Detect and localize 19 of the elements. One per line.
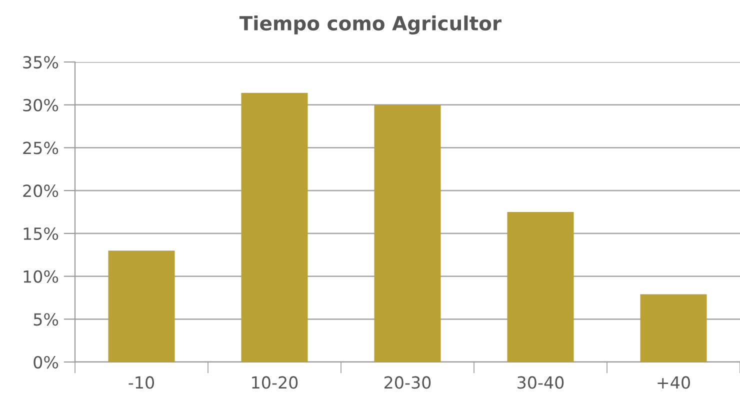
y-tick-label: 15%	[24, 227, 58, 240]
y-tick-label: 10%	[24, 270, 58, 283]
x-tick-label: -10	[128, 376, 154, 389]
x-tick-label: 20-30	[384, 376, 431, 389]
x-tick-label: 30-40	[518, 376, 564, 389]
y-tick-label: 25%	[23, 142, 58, 154]
y-tick-label: 0%	[34, 356, 58, 369]
y-tick-label: 30%	[23, 98, 58, 112]
bar	[640, 294, 707, 362]
bar	[241, 92, 308, 362]
bar	[108, 250, 175, 362]
x-tick-label: 10-20	[252, 376, 298, 389]
y-tick-label: 5%	[34, 313, 58, 326]
y-tick-label: 20%	[23, 184, 58, 198]
bar	[374, 104, 441, 362]
x-tick-label: +40	[658, 376, 690, 389]
chart-title: Tiempo como Agricultor	[239, 16, 502, 34]
bar	[507, 212, 574, 362]
y-tick-label: 35%	[23, 56, 58, 69]
